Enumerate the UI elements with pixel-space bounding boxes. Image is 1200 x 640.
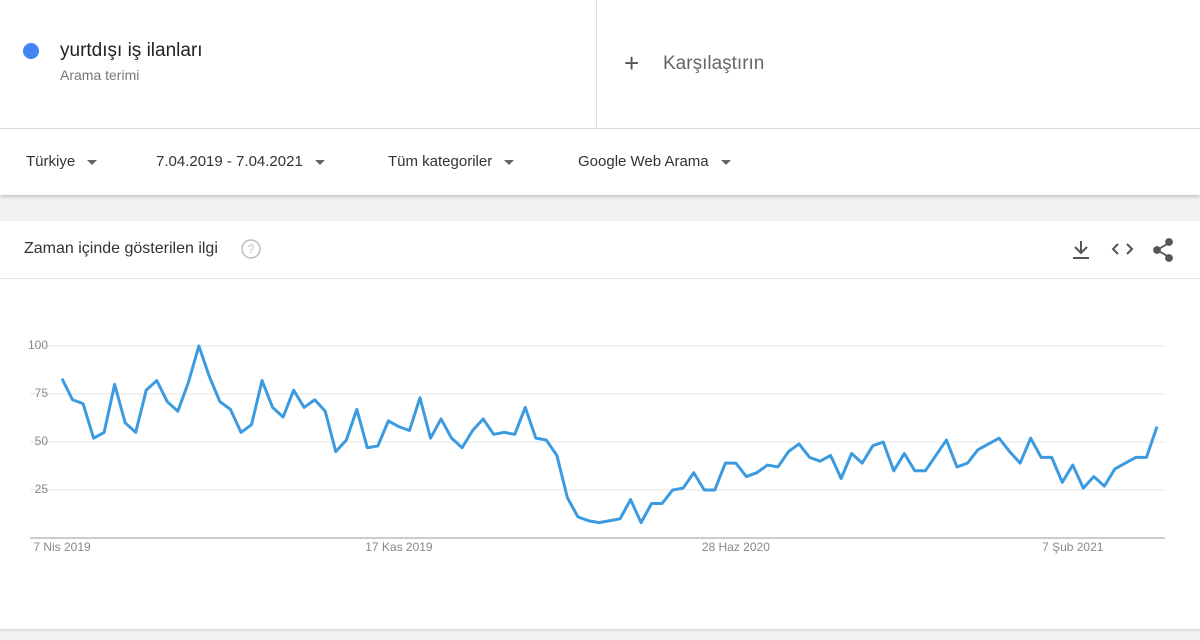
term-color-dot [23,43,39,59]
trend-line [60,344,1159,525]
y-tick-label: 50 [35,434,49,448]
dropdown-arrow [720,159,731,165]
filter-label: Türkiye [26,153,76,170]
embed-icon[interactable] [1111,243,1134,255]
filter-label: Tüm kategoriler [388,153,493,170]
search-term-type: Arama terimi [60,67,140,83]
divider [596,0,597,128]
svg-text:?: ? [248,242,255,256]
dropdown-arrow [87,159,98,165]
y-tick-label: 100 [28,338,48,352]
y-tick-label: 75 [35,386,49,400]
dropdown-arrow [314,159,325,165]
x-tick-label: 17 Kas 2019 [365,540,433,554]
x-tick-label: 28 Haz 2020 [702,540,770,554]
filter-label: 7.04.2019 - 7.04.2021 [156,153,303,170]
filter-dropdown[interactable]: Tüm kategoriler [388,153,515,170]
download-icon[interactable] [1073,241,1089,259]
dropdown-arrow [504,159,515,165]
chart: ? 25 50 75 100 7 Nis 2019 17 Kas 2019 28 Haz 2… [28,238,1173,554]
x-tick-label: 7 Nis 2019 [33,540,91,554]
add-icon[interactable]: + [624,48,640,78]
separator [0,278,1200,279]
filter-dropdown[interactable]: Türkiye [26,153,98,170]
filter-bar: Türkiye 7.04.2019 - 7.04.2021 Tüm kategori… [0,129,1200,195]
y-tick-label: 25 [35,482,49,496]
share-icon[interactable] [1153,238,1173,262]
filter-dropdown[interactable]: 7.04.2019 - 7.04.2021 [156,153,325,170]
x-tick-label: 7 Şub 2021 [1042,540,1104,554]
filter-dropdown[interactable]: Google Web Arama [578,153,731,170]
filter-label: Google Web Arama [578,153,709,170]
compare-button[interactable]: Karşılaştırın [663,53,765,74]
chart-title: Zaman içinde gösterilen ilgi [24,240,218,257]
search-header: yurtdışı iş ilanları Arama terimi + Karş… [0,0,1200,129]
help-icon[interactable]: ? [241,239,261,259]
chart-card: Zaman içinde gösterilen ilgi ? 25 50 75 100… [0,221,1200,629]
search-term[interactable]: yurtdışı iş ilanları [60,40,203,61]
